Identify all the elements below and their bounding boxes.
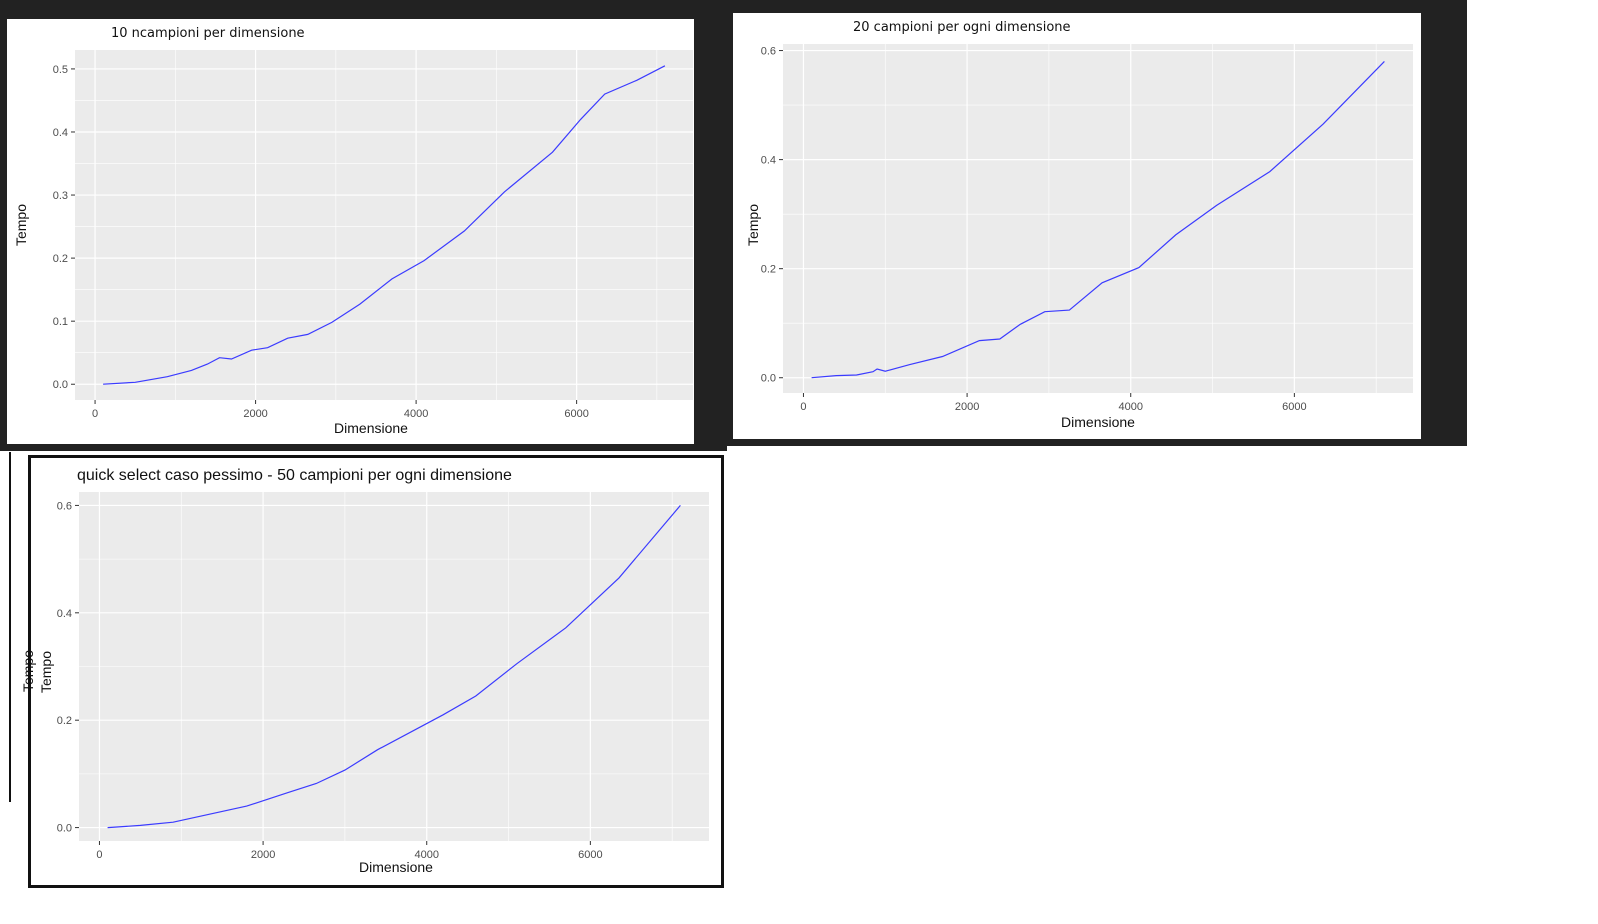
- chart1-title: 10 ncampioni per dimensione: [111, 26, 305, 41]
- x-axis-title: Dimensione: [1061, 414, 1135, 430]
- x-tick-label: 2000: [243, 408, 267, 420]
- series-line: [103, 65, 666, 385]
- x-tick-label: 6000: [578, 849, 602, 861]
- x-axis-title: Dimensione: [359, 859, 433, 875]
- plot-background: [783, 44, 1413, 393]
- y-tick-label: 0.6: [761, 46, 776, 58]
- x-tick-label: 0: [800, 401, 806, 413]
- chart3-panel: quick select caso pessimo - 50 campioni …: [20, 455, 724, 888]
- series-line: [107, 505, 681, 829]
- y-tick-label: 0.4: [53, 127, 68, 139]
- y-tick-label: 0.6: [57, 500, 72, 512]
- y-axis-title: Tempo: [13, 204, 29, 246]
- x-tick-label: 4000: [404, 408, 428, 420]
- y-tick-label: 0.4: [57, 608, 72, 620]
- y-tick-label: 0.5: [53, 64, 68, 76]
- x-tick-label: 6000: [1282, 401, 1306, 413]
- chart1-svg: 0 2000 4000 6000 0.0 0.1 0.2 0.3 0.4 0.5 Dimension…: [13, 50, 693, 436]
- y-tick-label: 0.2: [761, 264, 776, 276]
- chart3-svg: 0 2000 4000 6000 0.0 0.2 0.4 0.6 Dimensione Tempo…: [20, 492, 709, 875]
- x-tick-label: 2000: [955, 401, 979, 413]
- y-tick-label: 0.4: [761, 155, 776, 167]
- x-tick-label: 0: [92, 408, 98, 420]
- y-tick-label: 0.0: [761, 373, 776, 385]
- chart3-title: quick select caso pessimo - 50 campioni …: [77, 467, 512, 484]
- chart2-title: 20 campioni per ogni dimensione: [853, 20, 1071, 35]
- y-axis-title: Tempo: [38, 651, 54, 693]
- chart1-panel: 10 ncampioni per dimensione 0 2000 4000 600…: [7, 19, 694, 444]
- x-tick-label: 6000: [564, 408, 588, 420]
- y-axis-title: Tempo: [745, 204, 761, 246]
- x-tick-label: 2000: [251, 849, 275, 861]
- y-tick-label: 0.2: [53, 253, 68, 265]
- stray-vertical-line: [9, 452, 11, 802]
- y-axis-title-overlap: Tempo: [20, 650, 36, 692]
- x-tick-label: 4000: [414, 849, 438, 861]
- x-tick-label: 0: [96, 849, 102, 861]
- x-tick-label: 4000: [1118, 401, 1142, 413]
- y-tick-label: 0.0: [53, 379, 68, 391]
- y-tick-label: 0.3: [53, 190, 68, 202]
- y-tick-label: 0.1: [53, 316, 68, 328]
- chart2-panel: 20 campioni per ogni dimensione 0 2000 400…: [733, 13, 1421, 439]
- plot-background: [75, 50, 693, 400]
- x-axis-title: Dimensione: [334, 420, 408, 436]
- y-tick-label: 0.2: [57, 715, 72, 727]
- y-tick-label: 0.0: [57, 823, 72, 835]
- series-line: [811, 60, 1385, 379]
- chart2-svg: 0 2000 4000 6000 0.0 0.2 0.4 0.6 Dimensione Tempo: [745, 44, 1413, 430]
